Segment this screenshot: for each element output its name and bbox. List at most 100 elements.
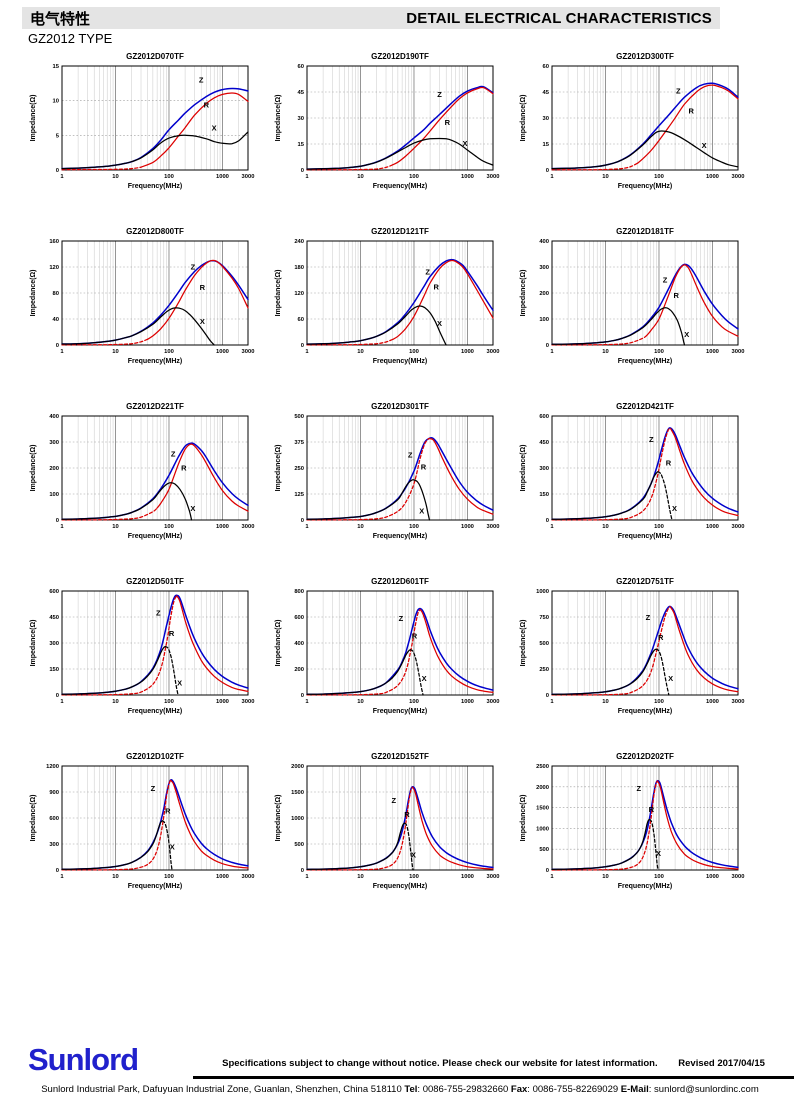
svg-text:600: 600 — [49, 589, 59, 595]
svg-text:0: 0 — [56, 343, 59, 349]
svg-text:10: 10 — [112, 524, 118, 530]
svg-text:Frequency(MHz): Frequency(MHz) — [128, 533, 182, 540]
impedance-chart-gz2012d202tf: 0 500 1000 1500 2000 2500 1 10 100 1000 3000 GZ2012… — [516, 750, 751, 908]
impedance-chart-gz2012d300tf: 0 15 30 45 60 1 10 100 1000 3000 GZ2012D300TF Frequ… — [516, 50, 751, 208]
svg-text:GZ2012D421TF: GZ2012D421TF — [616, 402, 674, 411]
impedance-chart-gz2012d751tf: 0 250 500 750 1000 1 10 100 1000 3000 GZ2012D751TF… — [516, 575, 751, 733]
chart-canvas: 0 15 30 45 60 1 10 100 1000 3000 GZ2012D190TF Frequ… — [275, 52, 500, 190]
chart-canvas: 0 125 250 375 500 1 10 100 1000 3000 GZ2012D301TF F… — [275, 402, 499, 540]
svg-text:200: 200 — [49, 466, 59, 472]
svg-text:100: 100 — [164, 699, 174, 705]
svg-text:200: 200 — [294, 667, 304, 673]
svg-text:GZ2012D190TF: GZ2012D190TF — [371, 52, 429, 61]
impedance-chart-gz2012d601tf: 0 200 400 600 800 1 10 100 1000 3000 GZ2012D601TF F… — [271, 575, 506, 733]
svg-text:2000: 2000 — [536, 785, 549, 791]
email-label: E-Mail — [620, 1084, 649, 1095]
svg-text:GZ2012D751TF: GZ2012D751TF — [616, 577, 674, 586]
svg-text:Frequency(MHz): Frequency(MHz) — [618, 183, 672, 190]
chart-canvas: 0 40 80 120 160 1 10 100 1000 3000 GZ2012D800TF Fre… — [30, 227, 254, 365]
impedance-chart-gz2012d190tf: 0 15 30 45 60 1 10 100 1000 3000 GZ2012D190TF Frequ… — [271, 50, 506, 208]
svg-text:GZ2012D800TF: GZ2012D800TF — [126, 227, 184, 236]
svg-text:0: 0 — [56, 168, 59, 174]
svg-text:1000: 1000 — [706, 524, 719, 530]
svg-text:100: 100 — [409, 174, 419, 180]
svg-text:200: 200 — [539, 291, 549, 297]
svg-text:100: 100 — [409, 349, 419, 355]
header-title-en: DETAIL ELECTRICAL CHARACTERISTICS — [406, 9, 712, 27]
svg-text:3000: 3000 — [242, 699, 255, 705]
page-header: 电气特性 DETAIL ELECTRICAL CHARACTERISTICS — [22, 7, 720, 29]
impedance-chart-gz2012d181tf: 0 100 200 300 400 1 10 100 1000 3000 GZ2012D181TF F… — [516, 225, 751, 383]
svg-text:100: 100 — [409, 874, 419, 880]
svg-text:100: 100 — [49, 492, 59, 498]
svg-text:10: 10 — [53, 99, 59, 105]
svg-text:250: 250 — [294, 466, 304, 472]
svg-text:450: 450 — [539, 440, 549, 446]
svg-text:1: 1 — [550, 349, 554, 355]
svg-text:0: 0 — [301, 518, 304, 524]
svg-text:375: 375 — [294, 440, 304, 446]
page-footer: Sunlord Specifications subject to change… — [0, 1042, 800, 1099]
svg-text:160: 160 — [49, 239, 59, 245]
svg-text:Z: Z — [399, 614, 404, 623]
svg-text:1: 1 — [60, 524, 64, 530]
svg-text:1000: 1000 — [461, 524, 474, 530]
svg-text:100: 100 — [654, 349, 664, 355]
svg-text:1: 1 — [305, 524, 309, 530]
svg-text:800: 800 — [294, 589, 304, 595]
header-title-zh: 电气特性 — [30, 10, 91, 28]
svg-text:45: 45 — [543, 90, 550, 96]
chart-canvas: 0 100 200 300 400 1 10 100 1000 3000 GZ2012D221TF F… — [30, 402, 255, 540]
svg-text:Impedance(Ω): Impedance(Ω) — [275, 620, 282, 667]
impedance-chart-gz2012d070tf: 0 5 10 15 1 10 100 1000 3000 GZ2012D070TF Frequenc… — [26, 50, 261, 208]
svg-text:250: 250 — [539, 667, 549, 673]
tel-label: Tel — [404, 1084, 418, 1095]
tel-number: : 0086-755-29832660 — [417, 1084, 511, 1095]
svg-text:3000: 3000 — [732, 699, 745, 705]
chart-canvas: 0 300 600 900 1200 1 10 100 1000 3000 GZ2012D102TF… — [30, 752, 254, 890]
svg-text:Frequency(MHz): Frequency(MHz) — [128, 708, 182, 715]
svg-text:Impedance(Ω): Impedance(Ω) — [275, 445, 282, 492]
impedance-chart-gz2012d221tf: 0 100 200 300 400 1 10 100 1000 3000 GZ2012D221TF F… — [26, 400, 261, 558]
svg-text:10: 10 — [357, 349, 363, 355]
chart-grid: 0 5 10 15 1 10 100 1000 3000 GZ2012D070TF Frequenc… — [26, 50, 751, 908]
address-text: Sunlord Industrial Park, Dafuyuan Indust… — [41, 1084, 405, 1095]
series-subtitle: GZ2012 TYPE — [28, 31, 113, 46]
svg-text:Impedance(Ω): Impedance(Ω) — [520, 445, 527, 492]
svg-text:10: 10 — [112, 874, 118, 880]
svg-text:3000: 3000 — [487, 174, 500, 180]
svg-text:X: X — [656, 849, 661, 858]
svg-text:1000: 1000 — [706, 174, 719, 180]
svg-text:150: 150 — [49, 667, 59, 673]
email-address: : sunlord@sunlordinc.com — [648, 1084, 759, 1095]
svg-text:X: X — [702, 141, 707, 150]
chart-canvas: 0 200 400 600 800 1 10 100 1000 3000 GZ2012D601TF F… — [275, 577, 499, 715]
svg-text:X: X — [170, 843, 175, 852]
svg-text:100: 100 — [409, 699, 419, 705]
svg-text:3000: 3000 — [242, 524, 255, 530]
svg-text:0: 0 — [301, 693, 304, 699]
svg-text:1000: 1000 — [216, 699, 229, 705]
fax-label: Fax — [510, 1084, 528, 1095]
svg-text:10: 10 — [357, 699, 363, 705]
svg-text:100: 100 — [164, 349, 174, 355]
svg-text:3000: 3000 — [732, 174, 745, 180]
svg-text:Impedance(Ω): Impedance(Ω) — [520, 620, 527, 667]
svg-text:Frequency(MHz): Frequency(MHz) — [373, 183, 427, 190]
svg-text:1: 1 — [60, 699, 64, 705]
svg-text:GZ2012D501TF: GZ2012D501TF — [126, 577, 184, 586]
svg-text:300: 300 — [539, 466, 549, 472]
svg-text:3000: 3000 — [732, 349, 745, 355]
svg-text:R: R — [169, 629, 175, 638]
svg-text:Z: Z — [676, 87, 681, 96]
svg-text:15: 15 — [53, 64, 60, 70]
svg-text:R: R — [658, 633, 664, 642]
svg-text:10: 10 — [602, 349, 608, 355]
svg-text:750: 750 — [539, 615, 549, 621]
chart-canvas: 0 15 30 45 60 1 10 100 1000 3000 GZ2012D300TF Frequ… — [520, 52, 745, 190]
svg-text:1000: 1000 — [706, 874, 719, 880]
svg-text:Frequency(MHz): Frequency(MHz) — [373, 883, 427, 890]
fax-number: : 0086-755-82269029 — [527, 1084, 621, 1095]
svg-text:500: 500 — [294, 842, 304, 848]
